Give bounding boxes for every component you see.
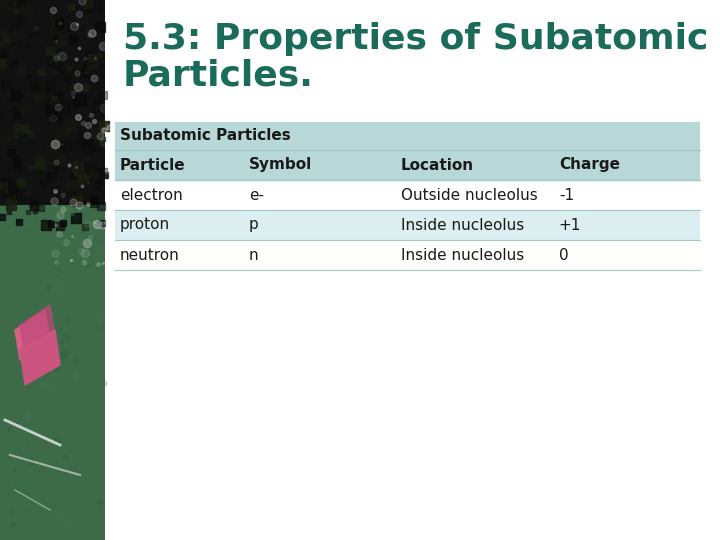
Text: n: n xyxy=(248,247,258,262)
Text: -1: -1 xyxy=(559,187,574,202)
Text: Outside nucleolus: Outside nucleolus xyxy=(401,187,538,202)
FancyBboxPatch shape xyxy=(115,180,700,210)
Polygon shape xyxy=(15,310,50,360)
Text: Inside nucleolus: Inside nucleolus xyxy=(401,218,524,233)
Polygon shape xyxy=(20,330,60,385)
Text: Particle: Particle xyxy=(120,158,186,172)
Text: 0: 0 xyxy=(559,247,568,262)
Text: Subatomic Particles: Subatomic Particles xyxy=(120,129,291,144)
FancyBboxPatch shape xyxy=(115,122,700,150)
FancyBboxPatch shape xyxy=(0,189,105,540)
Text: proton: proton xyxy=(120,218,170,233)
Polygon shape xyxy=(20,305,55,355)
Text: Inside nucleolus: Inside nucleolus xyxy=(401,247,524,262)
Text: +1: +1 xyxy=(559,218,581,233)
Text: Location: Location xyxy=(401,158,474,172)
Text: Symbol: Symbol xyxy=(248,158,312,172)
Text: electron: electron xyxy=(120,187,183,202)
Text: Charge: Charge xyxy=(559,158,620,172)
Text: neutron: neutron xyxy=(120,247,180,262)
FancyBboxPatch shape xyxy=(0,0,105,205)
FancyBboxPatch shape xyxy=(115,240,700,270)
FancyBboxPatch shape xyxy=(115,150,700,180)
Text: 5.3: Properties of Subatomic: 5.3: Properties of Subatomic xyxy=(123,22,708,56)
Text: Particles.: Particles. xyxy=(123,58,314,92)
FancyBboxPatch shape xyxy=(115,210,700,240)
Text: e-: e- xyxy=(248,187,264,202)
Text: p: p xyxy=(248,218,258,233)
